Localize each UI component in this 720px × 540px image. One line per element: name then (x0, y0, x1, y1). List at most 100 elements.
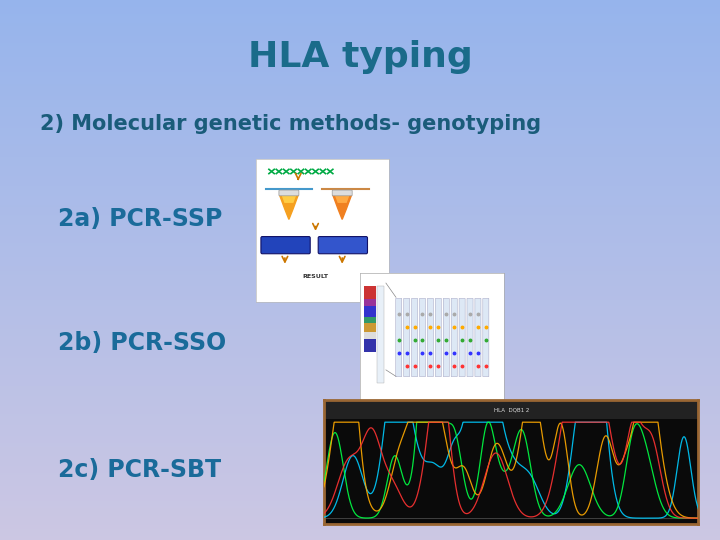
Bar (0, 428, 720, 429)
Bar (0, 528, 720, 529)
Bar (0, 368, 720, 370)
Bar (0, 505, 720, 507)
Bar (0, 491, 720, 492)
Bar (0, 392, 720, 393)
FancyBboxPatch shape (404, 299, 410, 376)
Bar (364, 306, 376, 317)
Bar (0, 247, 720, 248)
Bar (0, 524, 720, 525)
Bar (0, 329, 720, 330)
Bar (0, 65, 720, 66)
Bar (0, 244, 720, 246)
Bar (0, 281, 720, 282)
Bar (0, 226, 720, 227)
Bar (0, 170, 720, 172)
Bar (0, 255, 720, 256)
Bar (0, 24, 720, 25)
Bar (0, 28, 720, 30)
Bar (0, 494, 720, 496)
Bar (0, 147, 720, 149)
Bar (0, 497, 720, 498)
Bar (0, 202, 720, 204)
Bar (0, 332, 720, 333)
Polygon shape (279, 195, 298, 219)
Bar (0, 118, 720, 119)
Bar (364, 317, 376, 323)
Bar (0, 143, 720, 145)
Bar (0, 301, 720, 302)
Bar (0, 36, 720, 38)
Bar (0, 22, 720, 23)
FancyBboxPatch shape (444, 299, 449, 376)
Bar (0, 145, 720, 146)
Bar (0, 470, 720, 471)
Bar (0, 436, 720, 437)
Bar (0, 111, 720, 112)
Bar (0, 193, 720, 194)
Bar (0, 201, 720, 202)
Bar (0, 253, 720, 254)
Bar (0, 187, 720, 189)
Bar (0, 68, 720, 69)
Bar (0, 464, 720, 465)
Bar (0, 49, 720, 50)
Bar (0, 529, 720, 530)
Bar (0, 90, 720, 92)
Bar (0, 341, 720, 343)
Bar (0, 377, 720, 378)
Bar (0, 512, 720, 513)
Bar (0, 115, 720, 116)
Bar (0, 173, 720, 174)
Bar (0, 177, 720, 178)
Bar (0, 297, 720, 298)
Bar (0, 86, 720, 87)
Bar (0, 231, 720, 232)
Bar (0, 73, 720, 74)
Bar (0, 514, 720, 516)
Bar (0, 284, 720, 285)
Bar (0, 200, 720, 201)
Bar (0, 248, 720, 249)
Bar (0, 221, 720, 222)
Bar (0, 300, 720, 301)
Bar (0, 287, 720, 289)
Bar (0, 208, 720, 209)
Bar (0, 136, 720, 138)
Bar (0, 186, 720, 187)
Bar (0, 492, 720, 494)
FancyBboxPatch shape (332, 190, 352, 196)
Bar (0, 386, 720, 388)
Bar (0, 79, 720, 81)
Bar (0, 243, 720, 244)
Bar (0, 471, 720, 472)
FancyBboxPatch shape (436, 299, 441, 376)
Bar (0, 435, 720, 436)
Text: HLA  DQB1 2: HLA DQB1 2 (493, 407, 529, 412)
Bar (0, 276, 720, 278)
Bar (0, 271, 720, 273)
Bar (0, 302, 720, 303)
Bar (0, 3, 720, 4)
Bar (0, 305, 720, 306)
Bar (0, 483, 720, 485)
FancyBboxPatch shape (467, 299, 473, 376)
Bar (0, 246, 720, 247)
Bar (0, 129, 720, 130)
Bar (0, 219, 720, 220)
Bar (0, 348, 720, 350)
Bar (0, 61, 720, 62)
Bar (0, 356, 720, 357)
Bar (0, 285, 720, 286)
Bar (364, 332, 376, 339)
Bar (0, 38, 720, 39)
Bar (0, 113, 720, 115)
Bar (0, 355, 720, 356)
Bar (0, 432, 720, 433)
Bar (0, 116, 720, 117)
Bar (0, 336, 720, 338)
Bar (0, 204, 720, 205)
Bar (0, 194, 720, 195)
Bar (0, 108, 720, 109)
Bar (0, 23, 720, 24)
Bar (0, 15, 720, 16)
